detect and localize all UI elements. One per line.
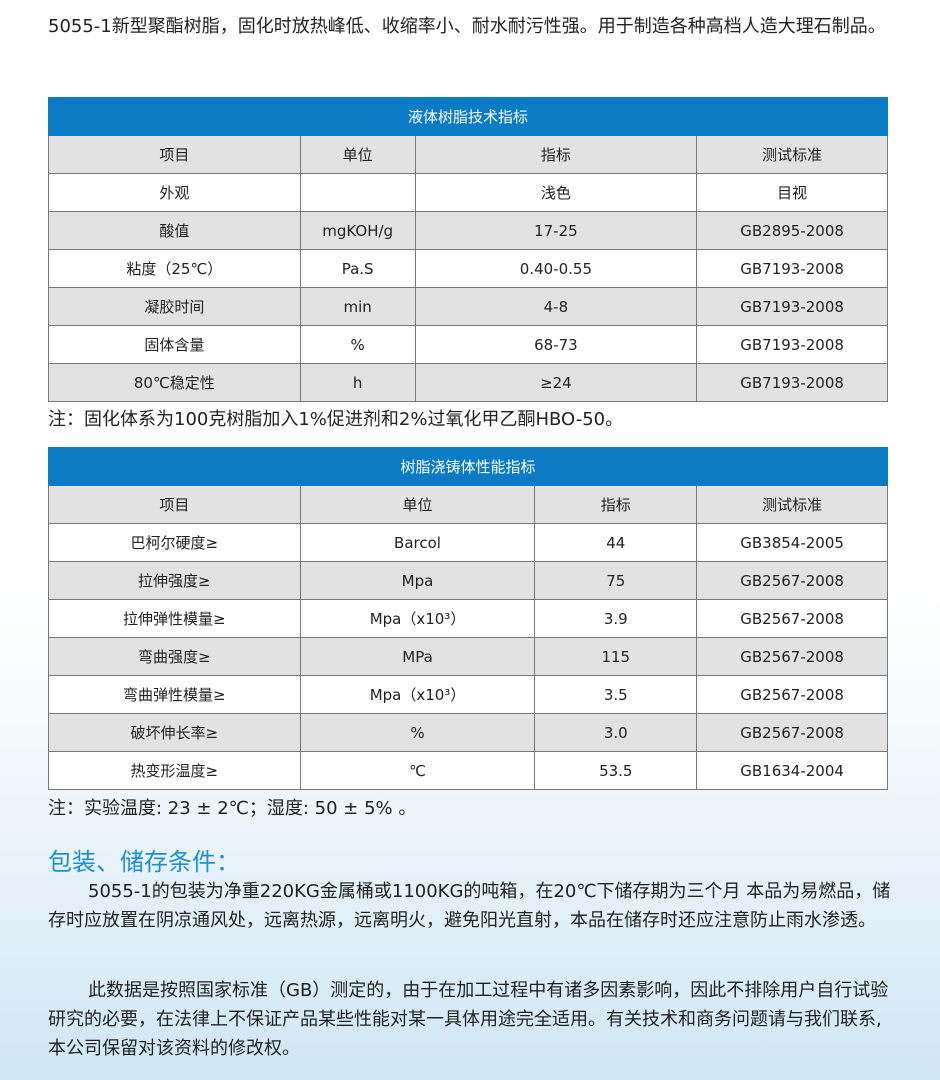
note-curing: 注：固化体系为100克树脂加入1%促进剂和2%过氧化甲乙酮HBO-50。: [48, 409, 624, 430]
disclaimer-paragraph: 此数据是按照国家标准（GB）测定的，由于在加工过程中有诸多因素影响，因此不排除用…: [48, 980, 889, 1059]
table-row: 80℃稳定性 h ≥24 GB7193-2008: [48, 363, 888, 402]
table-cell: Barcol: [299, 523, 536, 562]
table-header-row: 项目 单位 指标 测试标准: [48, 135, 888, 174]
column-header: 指标: [414, 135, 698, 174]
table-cell: Mpa: [299, 561, 536, 600]
table-cell: 粘度（25℃）: [48, 249, 301, 288]
table-cell: GB2567-2008: [696, 599, 888, 638]
table-cell: h: [299, 363, 416, 402]
table-cell: Mpa（x10³）: [299, 675, 536, 714]
table-row: 酸值 mgKOH/g 17-25 GB2895-2008: [48, 211, 888, 250]
table-cell: GB3854-2005: [696, 523, 888, 562]
table-cell: 44: [534, 523, 698, 562]
table-cell: GB1634-2004: [696, 751, 888, 790]
table-title-row: 液体树脂技术指标: [48, 97, 888, 136]
table-cell: 破坏伸长率≥: [48, 713, 301, 752]
table-cell: 热变形温度≥: [48, 751, 301, 790]
table-cell: 68-73: [414, 325, 698, 364]
table-row: 破坏伸长率≥% 3.0 GB2567-2008: [48, 713, 888, 752]
table-cell: ℃: [299, 751, 536, 790]
table-cell: 弯曲弹性模量≥: [48, 675, 301, 714]
table-row: 弯曲强度≥ MPa 115 GB2567-2008: [48, 637, 888, 676]
table-row: 粘度（25℃） Pa.S 0.40-0.55 GB7193-2008: [48, 249, 888, 288]
table-cell: 浅色: [414, 173, 698, 212]
table-cell: 外观: [48, 173, 301, 212]
table-cell: Pa.S: [299, 249, 416, 288]
table-cell: 75: [534, 561, 698, 600]
column-header: 测试标准: [696, 485, 888, 524]
table-cell: 弯曲强度≥: [48, 637, 301, 676]
table-cell: [299, 173, 416, 212]
column-header: 单位: [299, 135, 416, 174]
table-cell: 目视: [696, 173, 888, 212]
table-cell: 17-25: [414, 211, 698, 250]
table-cell: Mpa（x10³）: [299, 599, 536, 638]
table-cell: GB7193-2008: [696, 249, 888, 288]
table-cell: MPa: [299, 637, 536, 676]
table-cell: GB2895-2008: [696, 211, 888, 250]
liquid-resin-spec-table: 液体树脂技术指标 项目 单位 指标 测试标准 外观 浅色 目视 酸值 mgKOH/g 17-25 GB…: [48, 97, 888, 402]
table-header-row: 项目 单位 指标 测试标准: [48, 485, 888, 524]
table-cell: GB7193-2008: [696, 363, 888, 402]
table-cell: 3.5: [534, 675, 698, 714]
table-cell: mgKOH/g: [299, 211, 416, 250]
table-cell: GB2567-2008: [696, 713, 888, 752]
table-cell: 3.9: [534, 599, 698, 638]
table-cell: 巴柯尔硬度≥: [48, 523, 301, 562]
table-cell: GB7193-2008: [696, 287, 888, 326]
table-row: 外观 浅色 目视: [48, 173, 888, 212]
table-cell: ≥24: [414, 363, 698, 402]
table-cell: 80℃稳定性: [48, 363, 301, 402]
table-row: 拉伸弹性模量≥ Mpa（x10³） 3.9 GB2567-2008: [48, 599, 888, 638]
table-cell: min: [299, 287, 416, 326]
table-cell: GB2567-2008: [696, 675, 888, 714]
table-title: 树脂浇铸体性能指标: [48, 447, 888, 486]
table-title: 液体树脂技术指标: [48, 97, 888, 136]
table-cell: 固体含量: [48, 325, 301, 364]
section-title: 包装、储存条件：: [48, 848, 240, 876]
table-cell: 0.40-0.55: [414, 249, 698, 288]
table-row: 拉伸强度≥ Mpa 75 GB2567-2008: [48, 561, 888, 600]
table-row: 巴柯尔硬度≥ Barcol 44 GB3854-2005: [48, 523, 888, 562]
table-cell: GB2567-2008: [696, 561, 888, 600]
table-cell: 115: [534, 637, 698, 676]
column-header: 指标: [534, 485, 698, 524]
table-cell: GB7193-2008: [696, 325, 888, 364]
table-cell: %: [299, 713, 536, 752]
intro-text: 5055-1新型聚酯树脂，固化时放热峰低、收缩率小、耐水耐污性强。用于制造各种高…: [48, 16, 886, 37]
column-header: 单位: [299, 485, 536, 524]
table-title-row: 树脂浇铸体性能指标: [48, 447, 888, 486]
table-row: 凝胶时间 min 4-8 GB7193-2008: [48, 287, 888, 326]
table-cell: 53.5: [534, 751, 698, 790]
table-row: 弯曲弹性模量≥ Mpa（x10³） 3.5 GB2567-2008: [48, 675, 888, 714]
column-header: 项目: [48, 135, 301, 174]
column-header: 项目: [48, 485, 301, 524]
table-row: 固体含量% 68-73 GB7193-2008: [48, 325, 888, 364]
note-test-conditions: 注：实验温度: 23 ± 2℃；湿度: 50 ± 5% 。: [48, 798, 417, 819]
packaging-paragraph: 5055-1的包装为净重220KG金属桶或1100KG的吨箱，在20℃下储存期为…: [48, 881, 891, 931]
table-cell: 拉伸强度≥: [48, 561, 301, 600]
table-cell: 3.0: [534, 713, 698, 752]
table-row: 热变形温度≥ ℃ 53.5 GB1634-2004: [48, 751, 888, 790]
column-header: 测试标准: [696, 135, 888, 174]
table-cell: 拉伸弹性模量≥: [48, 599, 301, 638]
table-cell: 酸值: [48, 211, 301, 250]
table-cell: %: [299, 325, 416, 364]
casting-performance-table: 树脂浇铸体性能指标 项目 单位 指标 测试标准 巴柯尔硬度≥ Barcol 44 GB3854-…: [48, 447, 888, 790]
table-cell: 凝胶时间: [48, 287, 301, 326]
table-cell: GB2567-2008: [696, 637, 888, 676]
table-cell: 4-8: [414, 287, 698, 326]
